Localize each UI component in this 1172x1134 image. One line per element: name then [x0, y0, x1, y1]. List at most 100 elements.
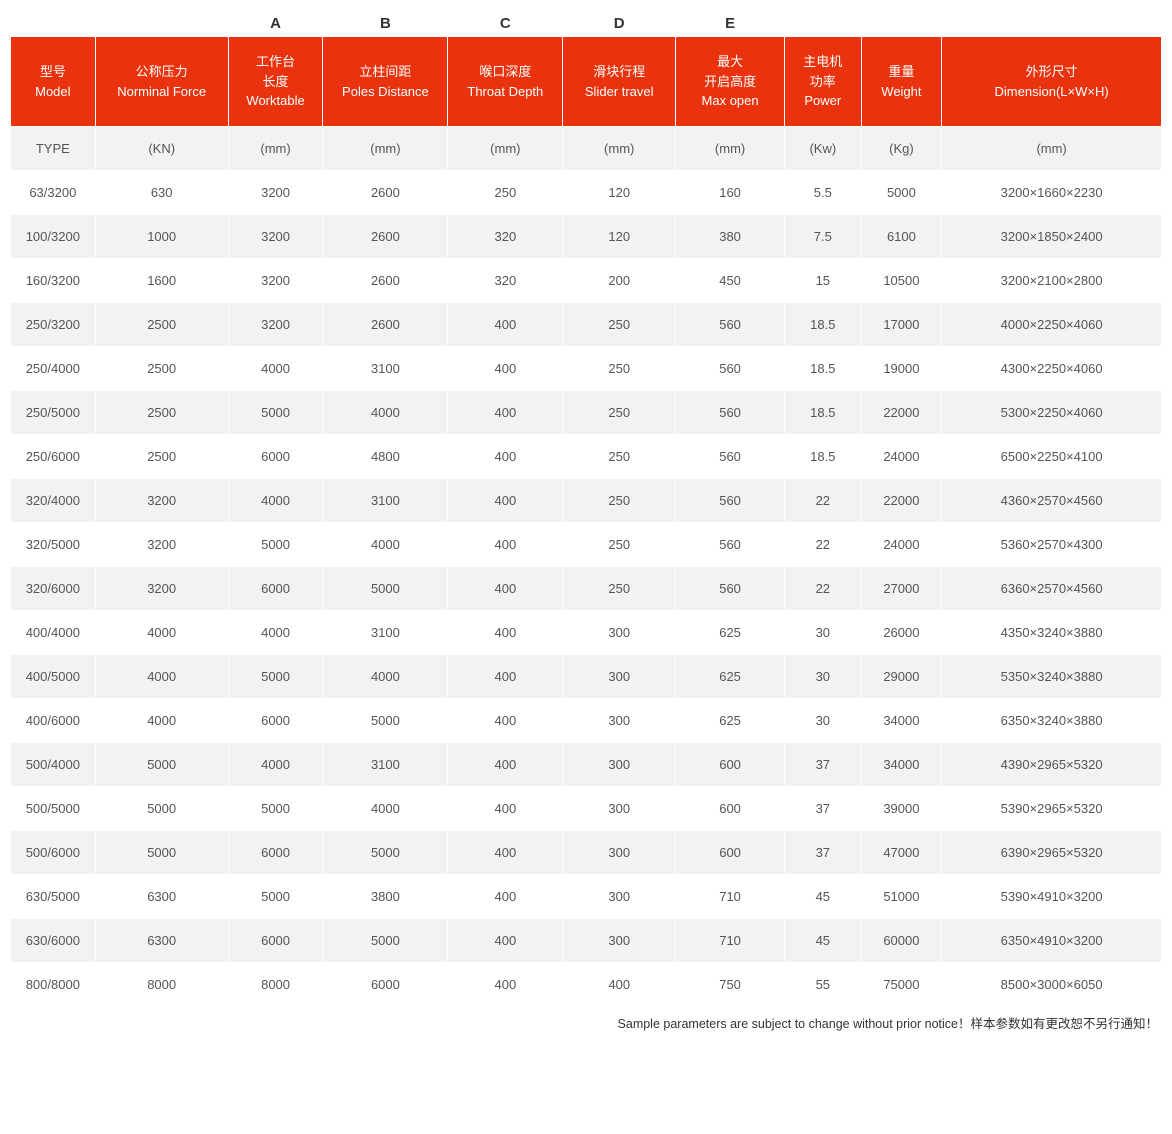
data-cell: 5000 [228, 787, 323, 831]
data-cell: 5000 [228, 875, 323, 919]
unit-cell: (mm) [676, 127, 785, 171]
data-cell: 320/4000 [11, 479, 96, 523]
table-row: 250/400025004000310040025056018.51900043… [11, 347, 1162, 391]
data-cell: 300 [563, 611, 676, 655]
data-cell: 4350×3240×3880 [942, 611, 1162, 655]
data-cell: 2600 [323, 303, 448, 347]
data-cell: 3200 [95, 479, 228, 523]
data-cell: 4000 [228, 743, 323, 787]
data-cell: 4000 [95, 611, 228, 655]
data-cell: 7.5 [785, 215, 862, 259]
data-cell: 10500 [861, 259, 942, 303]
unit-cell: (Kw) [785, 127, 862, 171]
data-cell: 625 [676, 611, 785, 655]
data-cell: 8000 [95, 963, 228, 1007]
unit-cell: (mm) [563, 127, 676, 171]
data-cell: 3100 [323, 743, 448, 787]
table-row: 320/600032006000500040025056022270006360… [11, 567, 1162, 611]
letter-cell [942, 11, 1162, 37]
unit-cell: (mm) [323, 127, 448, 171]
data-cell: 400 [448, 567, 563, 611]
data-cell: 560 [676, 303, 785, 347]
data-cell: 22 [785, 479, 862, 523]
data-cell: 18.5 [785, 347, 862, 391]
data-cell: 710 [676, 919, 785, 963]
data-cell: 6300 [95, 875, 228, 919]
table-row: 160/320016003200260032020045015105003200… [11, 259, 1162, 303]
data-cell: 400 [448, 523, 563, 567]
data-cell: 5000 [861, 171, 942, 215]
header-cell: 立柱间距Poles Distance [323, 37, 448, 127]
data-cell: 160 [676, 171, 785, 215]
footer-note: Sample parameters are subject to change … [10, 1007, 1162, 1032]
data-cell: 560 [676, 479, 785, 523]
header-cell: 外形尺寸Dimension(L×W×H) [942, 37, 1162, 127]
data-cell: 5360×2570×4300 [942, 523, 1162, 567]
table-row: 500/500050005000400040030060037390005390… [11, 787, 1162, 831]
data-cell: 6360×2570×4560 [942, 567, 1162, 611]
data-cell: 400 [448, 391, 563, 435]
data-cell: 300 [563, 875, 676, 919]
letter-cell [861, 11, 942, 37]
table-row: 100/32001000320026003201203807.561003200… [11, 215, 1162, 259]
data-cell: 250/3200 [11, 303, 96, 347]
data-cell: 400 [448, 655, 563, 699]
data-cell: 3100 [323, 611, 448, 655]
data-cell: 625 [676, 699, 785, 743]
data-cell: 4000×2250×4060 [942, 303, 1162, 347]
data-cell: 100/3200 [11, 215, 96, 259]
data-cell: 250 [563, 523, 676, 567]
data-cell: 75000 [861, 963, 942, 1007]
data-cell: 250/6000 [11, 435, 96, 479]
data-cell: 3200 [95, 523, 228, 567]
data-cell: 400 [448, 611, 563, 655]
data-cell: 560 [676, 567, 785, 611]
data-cell: 8500×3000×6050 [942, 963, 1162, 1007]
data-cell: 15 [785, 259, 862, 303]
header-cell: 喉口深度Throat Depth [448, 37, 563, 127]
unit-cell: (mm) [448, 127, 563, 171]
data-cell: 6000 [228, 831, 323, 875]
data-cell: 500/6000 [11, 831, 96, 875]
data-cell: 4000 [95, 699, 228, 743]
specs-table: ABCDE 型号Model公称压力Norminal Force工作台长度Work… [10, 10, 1162, 1007]
data-cell: 400 [448, 743, 563, 787]
data-cell: 4000 [228, 479, 323, 523]
data-cell: 320/6000 [11, 567, 96, 611]
data-cell: 22000 [861, 391, 942, 435]
data-cell: 560 [676, 391, 785, 435]
data-cell: 300 [563, 787, 676, 831]
data-cell: 450 [676, 259, 785, 303]
unit-cell: TYPE [11, 127, 96, 171]
data-cell: 160/3200 [11, 259, 96, 303]
data-cell: 400 [448, 875, 563, 919]
table-row: 400/500040005000400040030062530290005350… [11, 655, 1162, 699]
table-row: 320/400032004000310040025056022220004360… [11, 479, 1162, 523]
data-cell: 4000 [323, 787, 448, 831]
data-cell: 6350×3240×3880 [942, 699, 1162, 743]
data-cell: 4360×2570×4560 [942, 479, 1162, 523]
data-cell: 34000 [861, 743, 942, 787]
data-cell: 6000 [323, 963, 448, 1007]
data-cell: 55 [785, 963, 862, 1007]
data-cell: 3200 [228, 303, 323, 347]
data-cell: 710 [676, 875, 785, 919]
data-cell: 250/4000 [11, 347, 96, 391]
data-cell: 2500 [95, 435, 228, 479]
data-cell: 250 [563, 303, 676, 347]
data-cell: 26000 [861, 611, 942, 655]
data-cell: 30 [785, 655, 862, 699]
data-cell: 6350×4910×3200 [942, 919, 1162, 963]
letter-cell: C [448, 11, 563, 37]
data-cell: 34000 [861, 699, 942, 743]
data-cell: 800/8000 [11, 963, 96, 1007]
data-cell: 600 [676, 831, 785, 875]
data-cell: 320/5000 [11, 523, 96, 567]
data-cell: 250 [563, 347, 676, 391]
data-cell: 17000 [861, 303, 942, 347]
data-cell: 400 [448, 479, 563, 523]
data-cell: 630 [95, 171, 228, 215]
data-cell: 5000 [95, 743, 228, 787]
data-cell: 5000 [228, 655, 323, 699]
table-row: 630/600063006000500040030071045600006350… [11, 919, 1162, 963]
